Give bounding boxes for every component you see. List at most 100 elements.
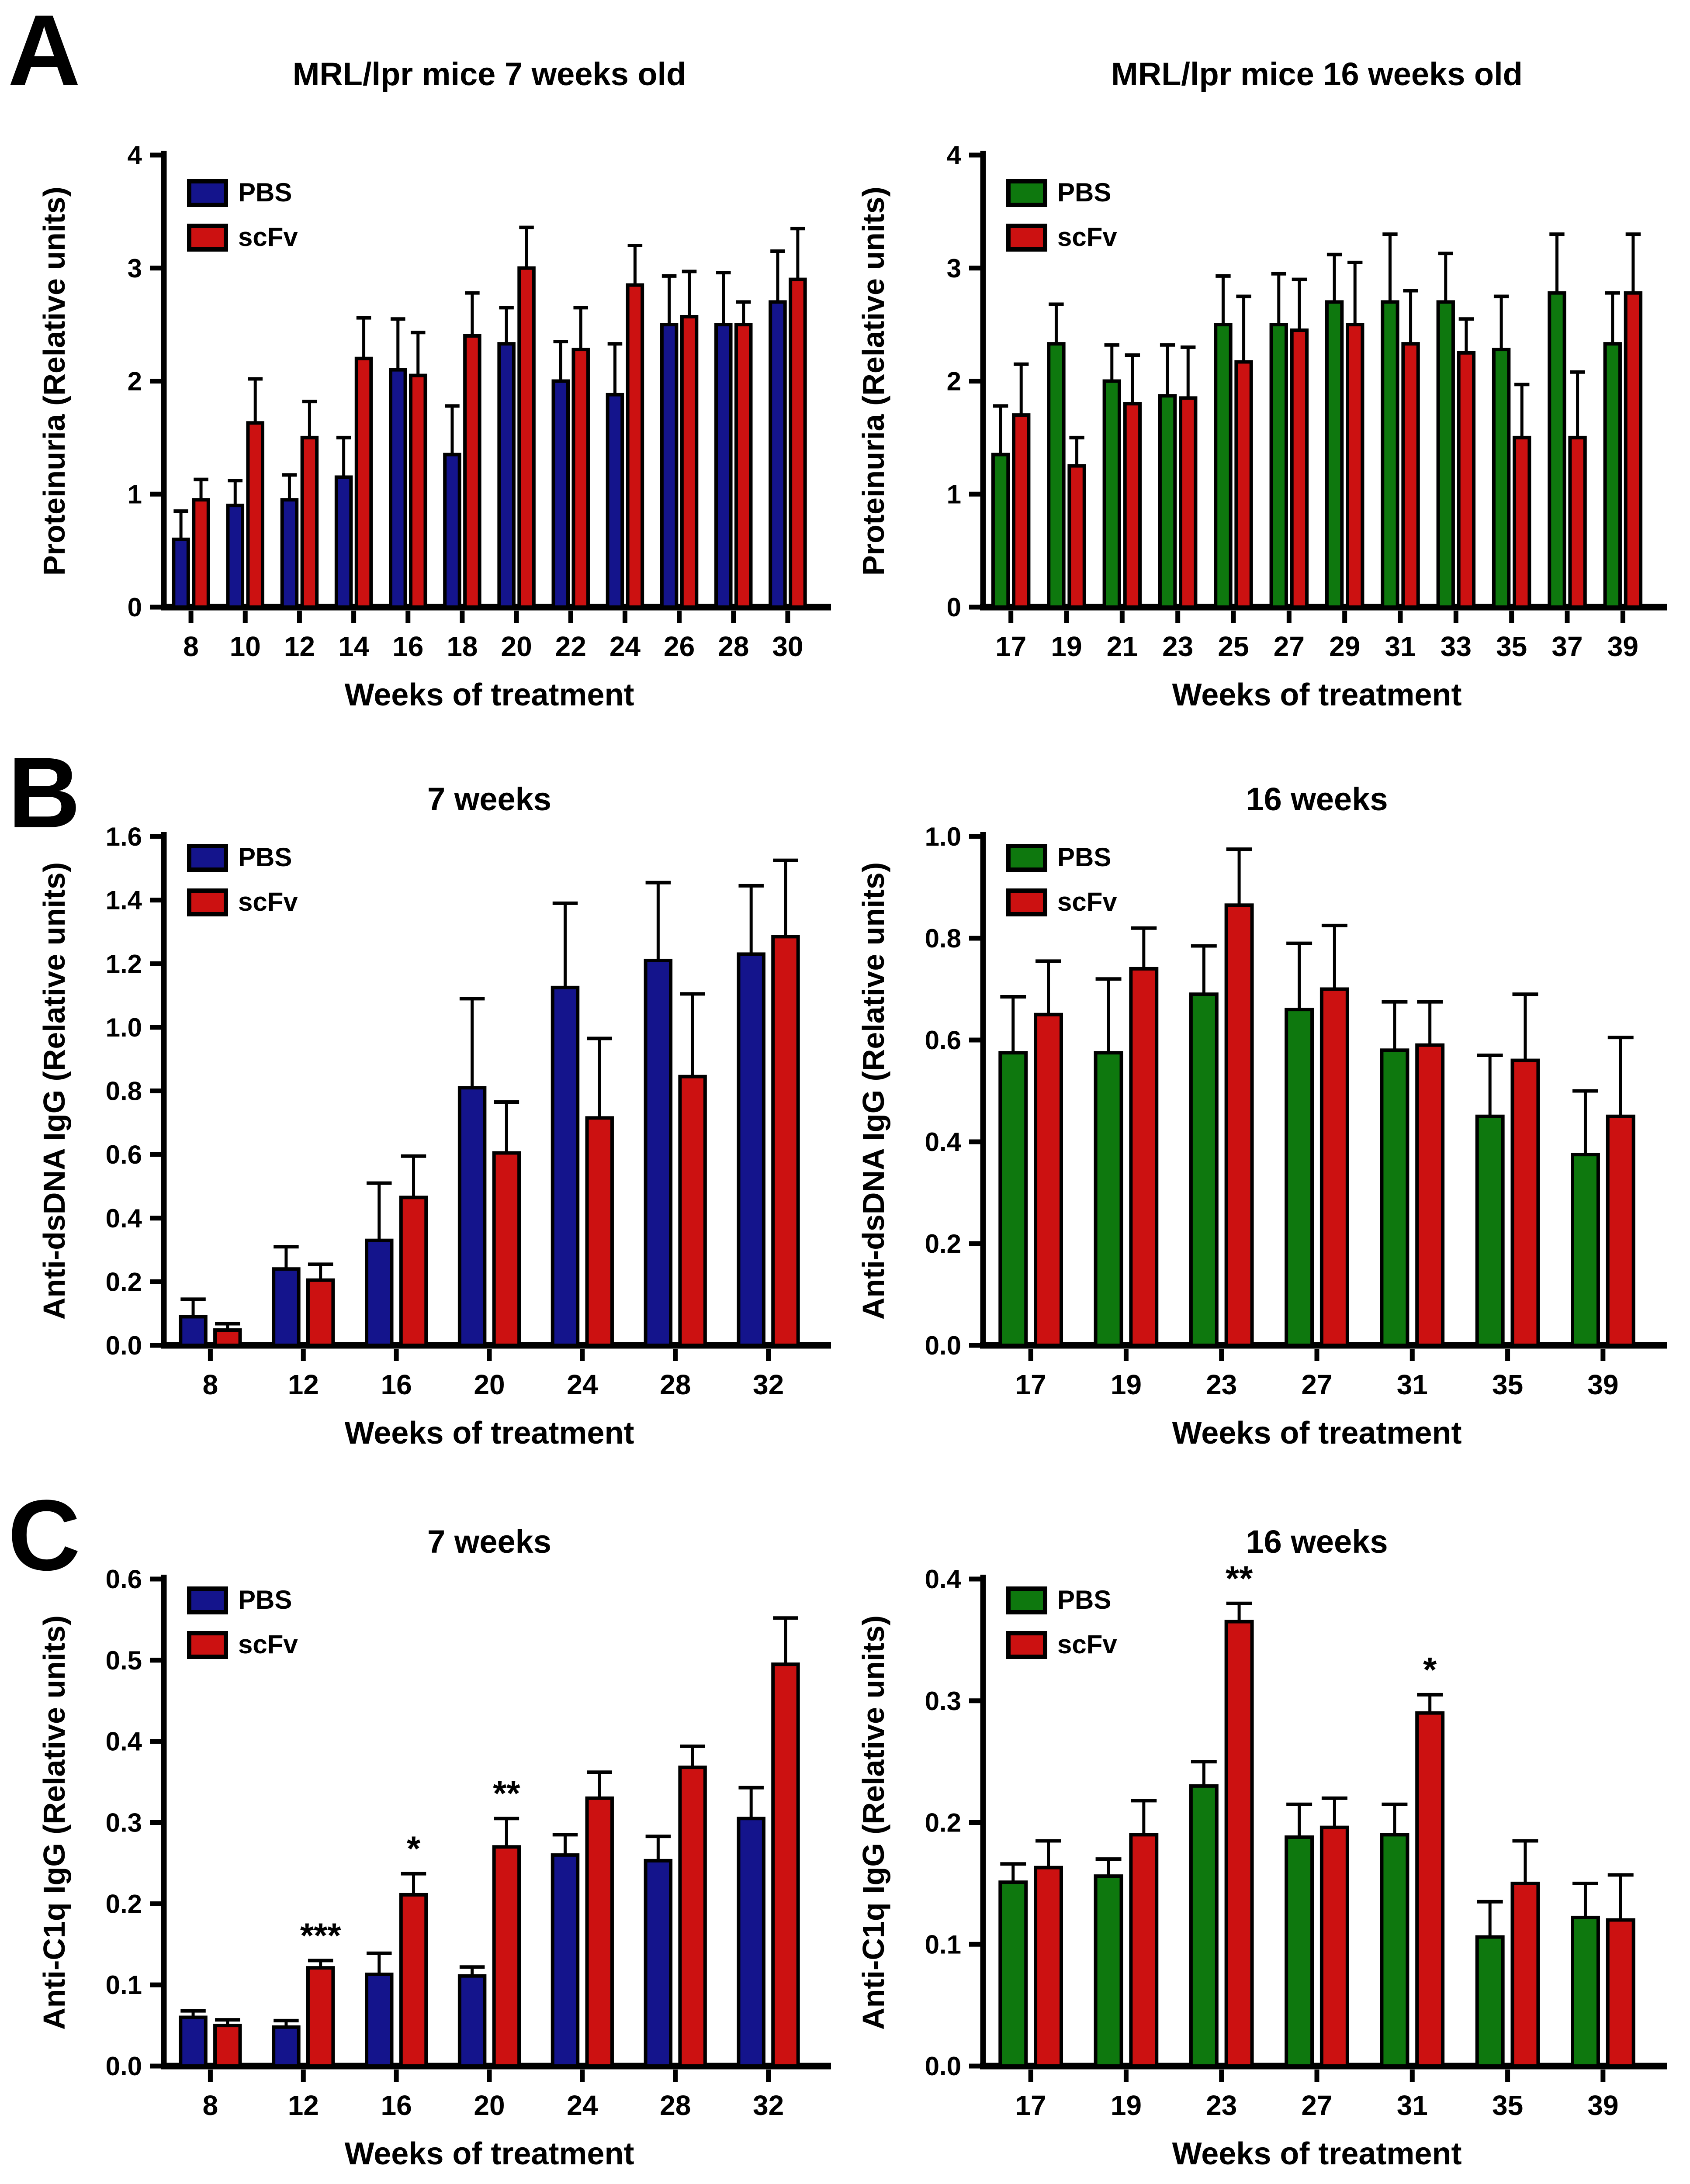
svg-text:0: 0: [947, 593, 961, 622]
svg-text:1: 1: [947, 480, 961, 509]
svg-text:33: 33: [1441, 631, 1472, 662]
panel-A: A MRL/lpr mice 7 weeks old 0 1 2 3 4 Proteinur…: [0, 0, 1690, 743]
svg-text:30: 30: [772, 631, 803, 662]
svg-text:12: 12: [288, 2090, 319, 2121]
svg-text:32: 32: [753, 1369, 784, 1400]
panel-B: B 7 weeks 0.0 0.2 0.4 0.6 0.8 1.0 1.2 1.4 1.6 Anti…: [0, 743, 1690, 1485]
svg-text:scFv: scFv: [1057, 222, 1117, 252]
svg-text:Proteinuria (Relative units): Proteinuria (Relative units): [37, 187, 71, 576]
svg-text:35: 35: [1492, 2090, 1523, 2121]
svg-text:16 weeks: 16 weeks: [1246, 1524, 1388, 1560]
svg-text:1.2: 1.2: [106, 949, 142, 978]
chart-antidsdna-16weeks: 16 weeks 0.0 0.2 0.4 0.6 0.8 1.0 Anti-dsDNA IgG…: [845, 751, 1675, 1474]
svg-text:scFv: scFv: [238, 222, 298, 252]
svg-text:20: 20: [474, 1369, 505, 1400]
svg-text:23: 23: [1162, 631, 1193, 662]
svg-text:24: 24: [567, 2090, 598, 2121]
svg-text:37: 37: [1551, 631, 1583, 662]
svg-text:39: 39: [1587, 1369, 1618, 1400]
svg-text:0.1: 0.1: [106, 1970, 142, 2000]
svg-text:MRL/lpr mice 7 weeks old: MRL/lpr mice 7 weeks old: [293, 56, 686, 92]
svg-text:1.0: 1.0: [106, 1013, 142, 1042]
svg-text:10: 10: [230, 631, 261, 662]
svg-text:PBS: PBS: [1057, 843, 1111, 872]
svg-text:23: 23: [1206, 1369, 1237, 1400]
svg-text:PBS: PBS: [238, 178, 292, 207]
chart-proteinuria-7weeks: MRL/lpr mice 7 weeks old 0 1 2 3 4 Proteinuria…: [26, 9, 839, 736]
svg-text:MRL/lpr mice 16 weeks old: MRL/lpr mice 16 weeks old: [1111, 56, 1523, 92]
chart-antic1q-7weeks: 7 weeks 0.0 0.1 0.2 0.3 0.4 0.5 0.6 Anti-C1q IgG…: [26, 1494, 839, 2184]
svg-text:scFv: scFv: [1057, 1630, 1117, 1659]
svg-text:1: 1: [128, 480, 142, 509]
svg-text:0.0: 0.0: [925, 1331, 961, 1360]
svg-text:0.3: 0.3: [106, 1808, 142, 1838]
svg-text:28: 28: [660, 2090, 691, 2121]
svg-text:PBS: PBS: [1057, 1585, 1111, 1614]
svg-text:4: 4: [947, 141, 962, 170]
svg-text:39: 39: [1607, 631, 1638, 662]
svg-text:0.6: 0.6: [925, 1026, 961, 1055]
svg-text:PBS: PBS: [1057, 178, 1111, 207]
svg-text:0.8: 0.8: [106, 1077, 142, 1106]
svg-text:27: 27: [1301, 1369, 1332, 1400]
svg-text:Weeks of treatment: Weeks of treatment: [1172, 677, 1462, 712]
chart-proteinuria-16weeks: MRL/lpr mice 16 weeks old 0 1 2 3 4 Proteinuri…: [845, 9, 1675, 736]
svg-text:0.4: 0.4: [106, 1204, 142, 1233]
svg-text:0.6: 0.6: [106, 1140, 142, 1169]
svg-text:***: ***: [300, 1916, 341, 1955]
svg-text:Anti-C1q IgG (Relative units): Anti-C1q IgG (Relative units): [856, 1615, 890, 2030]
svg-text:0.3: 0.3: [925, 1686, 961, 1716]
svg-text:19: 19: [1051, 631, 1082, 662]
svg-text:Anti-dsDNA IgG (Relative units: Anti-dsDNA IgG (Relative units): [37, 862, 71, 1320]
svg-text:Proteinuria (Relative units): Proteinuria (Relative units): [856, 187, 890, 576]
svg-text:0.4: 0.4: [106, 1727, 142, 1756]
svg-text:0.2: 0.2: [925, 1229, 961, 1258]
svg-text:3: 3: [128, 254, 142, 283]
panel-letter-C: C: [8, 1479, 80, 1591]
svg-text:17: 17: [1015, 2090, 1046, 2121]
svg-text:1.4: 1.4: [106, 886, 142, 915]
svg-text:25: 25: [1218, 631, 1249, 662]
svg-text:16: 16: [381, 1369, 412, 1400]
svg-text:*: *: [1423, 1650, 1437, 1689]
svg-text:16 weeks: 16 weeks: [1246, 781, 1388, 817]
svg-text:16: 16: [392, 631, 423, 662]
svg-text:26: 26: [664, 631, 695, 662]
svg-text:0.4: 0.4: [925, 1565, 962, 1594]
svg-text:7 weeks: 7 weeks: [427, 1524, 551, 1560]
svg-text:35: 35: [1496, 631, 1527, 662]
svg-text:Weeks of treatment: Weeks of treatment: [345, 1416, 634, 1451]
svg-text:1.6: 1.6: [106, 822, 142, 851]
svg-text:17: 17: [1015, 1369, 1046, 1400]
svg-text:Anti-dsDNA IgG (Relative units: Anti-dsDNA IgG (Relative units): [856, 862, 890, 1320]
svg-text:29: 29: [1329, 631, 1360, 662]
svg-text:0.2: 0.2: [106, 1267, 142, 1296]
svg-text:23: 23: [1206, 2090, 1237, 2121]
svg-text:0.2: 0.2: [106, 1889, 142, 1918]
svg-text:8: 8: [203, 2090, 218, 2121]
svg-text:39: 39: [1587, 2090, 1618, 2121]
svg-text:35: 35: [1492, 1369, 1523, 1400]
chart-antidsdna-7weeks: 7 weeks 0.0 0.2 0.4 0.6 0.8 1.0 1.2 1.4 1.6 Anti-d…: [26, 751, 839, 1474]
svg-text:20: 20: [474, 2090, 505, 2121]
panel-letter-B: B: [8, 736, 80, 849]
svg-text:8: 8: [203, 1369, 218, 1400]
svg-text:21: 21: [1107, 631, 1138, 662]
svg-text:0.8: 0.8: [925, 924, 961, 953]
svg-text:2: 2: [947, 367, 961, 396]
svg-text:scFv: scFv: [238, 1630, 298, 1659]
svg-text:12: 12: [288, 1369, 319, 1400]
svg-text:scFv: scFv: [238, 887, 298, 916]
svg-text:31: 31: [1385, 631, 1416, 662]
svg-text:0.0: 0.0: [106, 2052, 142, 2081]
chart-antic1q-16weeks: 16 weeks 0.0 0.1 0.2 0.3 0.4 Anti-C1q IgG (Rel…: [845, 1494, 1675, 2184]
svg-text:PBS: PBS: [238, 843, 292, 872]
svg-text:12: 12: [284, 631, 315, 662]
svg-text:Weeks of treatment: Weeks of treatment: [345, 2136, 634, 2171]
svg-text:32: 32: [753, 2090, 784, 2121]
svg-text:19: 19: [1111, 1369, 1142, 1400]
svg-text:8: 8: [183, 631, 199, 662]
svg-text:**: **: [1226, 1559, 1253, 1598]
svg-text:18: 18: [447, 631, 478, 662]
